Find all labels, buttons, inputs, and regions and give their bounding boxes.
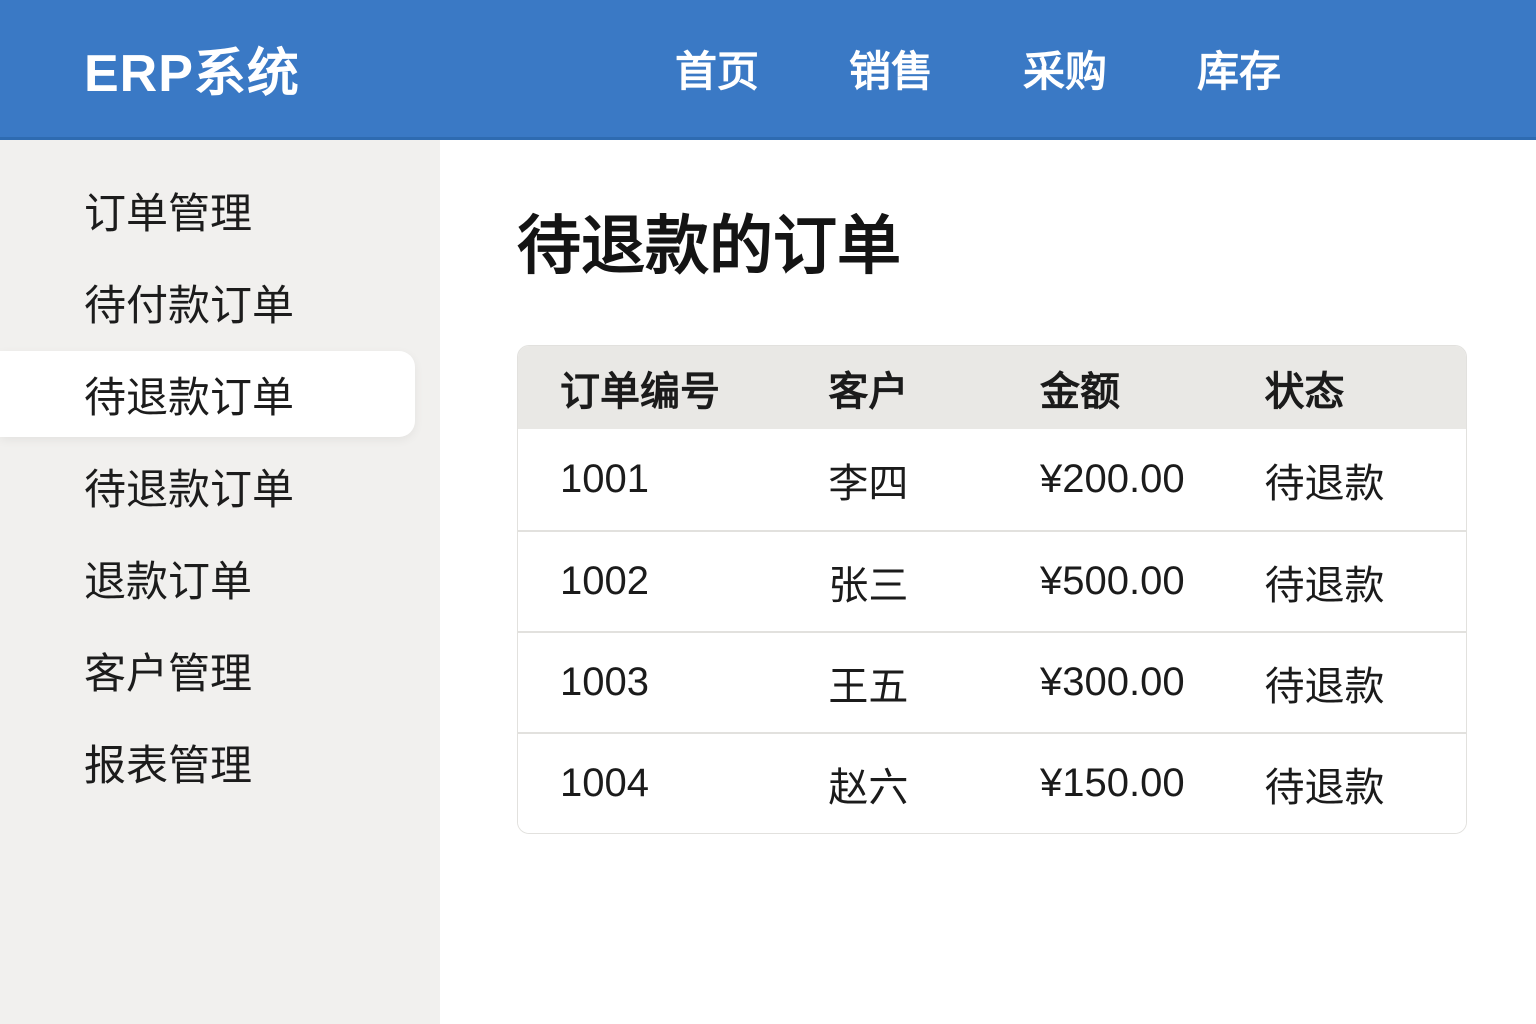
sidebar-item-pending-refund-active[interactable]: 待退款订单 [0,351,415,437]
order-id-cell: 1002 [560,559,649,603]
sidebar-item-pending-payment[interactable]: 待付款订单 [84,281,295,329]
nav-item-sales[interactable]: 销售 [849,48,934,95]
column-header-status: 状态 [1264,369,1345,414]
customer-cell: 张三 [828,563,909,608]
top-bar: ERP系统 首页 销售 采购 库存 [0,0,1536,140]
sidebar-item-pending-refund[interactable]: 待退款订单 [84,465,295,513]
table-row[interactable]: 1001 李四 ¥200.00 待退款 [518,429,1466,530]
status-cell: 待退款 [1264,664,1385,709]
sidebar-item-refund-orders[interactable]: 退款订单 [84,557,253,605]
column-header-order-id: 订单编号 [560,369,720,414]
refund-orders-table: 订单编号 客户 金额 状态 1001 李四 ¥200.00 待退款 1002 张… [517,345,1467,834]
amount-cell: ¥150.00 [1039,761,1185,805]
table-header-row: 订单编号 客户 金额 状态 [518,346,1466,429]
status-cell: 待退款 [1264,765,1385,810]
sidebar-item-report-management[interactable]: 报表管理 [84,741,253,789]
table-row[interactable]: 1002 张三 ¥500.00 待退款 [518,530,1466,631]
order-id-cell: 1001 [560,457,649,501]
order-id-cell: 1003 [560,660,649,704]
sidebar-item-customer-management[interactable]: 客户管理 [84,649,253,697]
sidebar: 订单管理 待付款订单 待退款订单 待退款订单 退款订单 客户管理 报表管理 [0,140,440,1024]
customer-cell: 李四 [828,461,909,506]
table-row[interactable]: 1003 王五 ¥300.00 待退款 [518,631,1466,732]
nav-item-home[interactable]: 首页 [675,48,760,95]
customer-cell: 赵六 [828,765,909,810]
top-nav: 首页 销售 采购 库存 [675,0,1281,137]
amount-cell: ¥200.00 [1039,457,1185,501]
status-cell: 待退款 [1264,461,1385,506]
column-header-amount: 金额 [1039,369,1120,414]
nav-item-purchase[interactable]: 采购 [1023,48,1108,95]
column-header-customer: 客户 [828,369,909,414]
customer-cell: 王五 [828,664,909,709]
page-title: 待退款的订单 [517,210,901,282]
status-cell: 待退款 [1264,563,1385,608]
sidebar-item-order-management[interactable]: 订单管理 [84,189,253,237]
amount-cell: ¥500.00 [1039,559,1185,603]
table-row[interactable]: 1004 赵六 ¥150.00 待退款 [518,732,1466,833]
nav-item-inventory[interactable]: 库存 [1197,48,1282,95]
amount-cell: ¥300.00 [1039,660,1185,704]
app-title: ERP系统 [84,45,300,103]
main-content: 待退款的订单 订单编号 客户 金额 状态 1001 李四 ¥200.00 待退款… [440,140,1536,1024]
order-id-cell: 1004 [560,761,649,805]
